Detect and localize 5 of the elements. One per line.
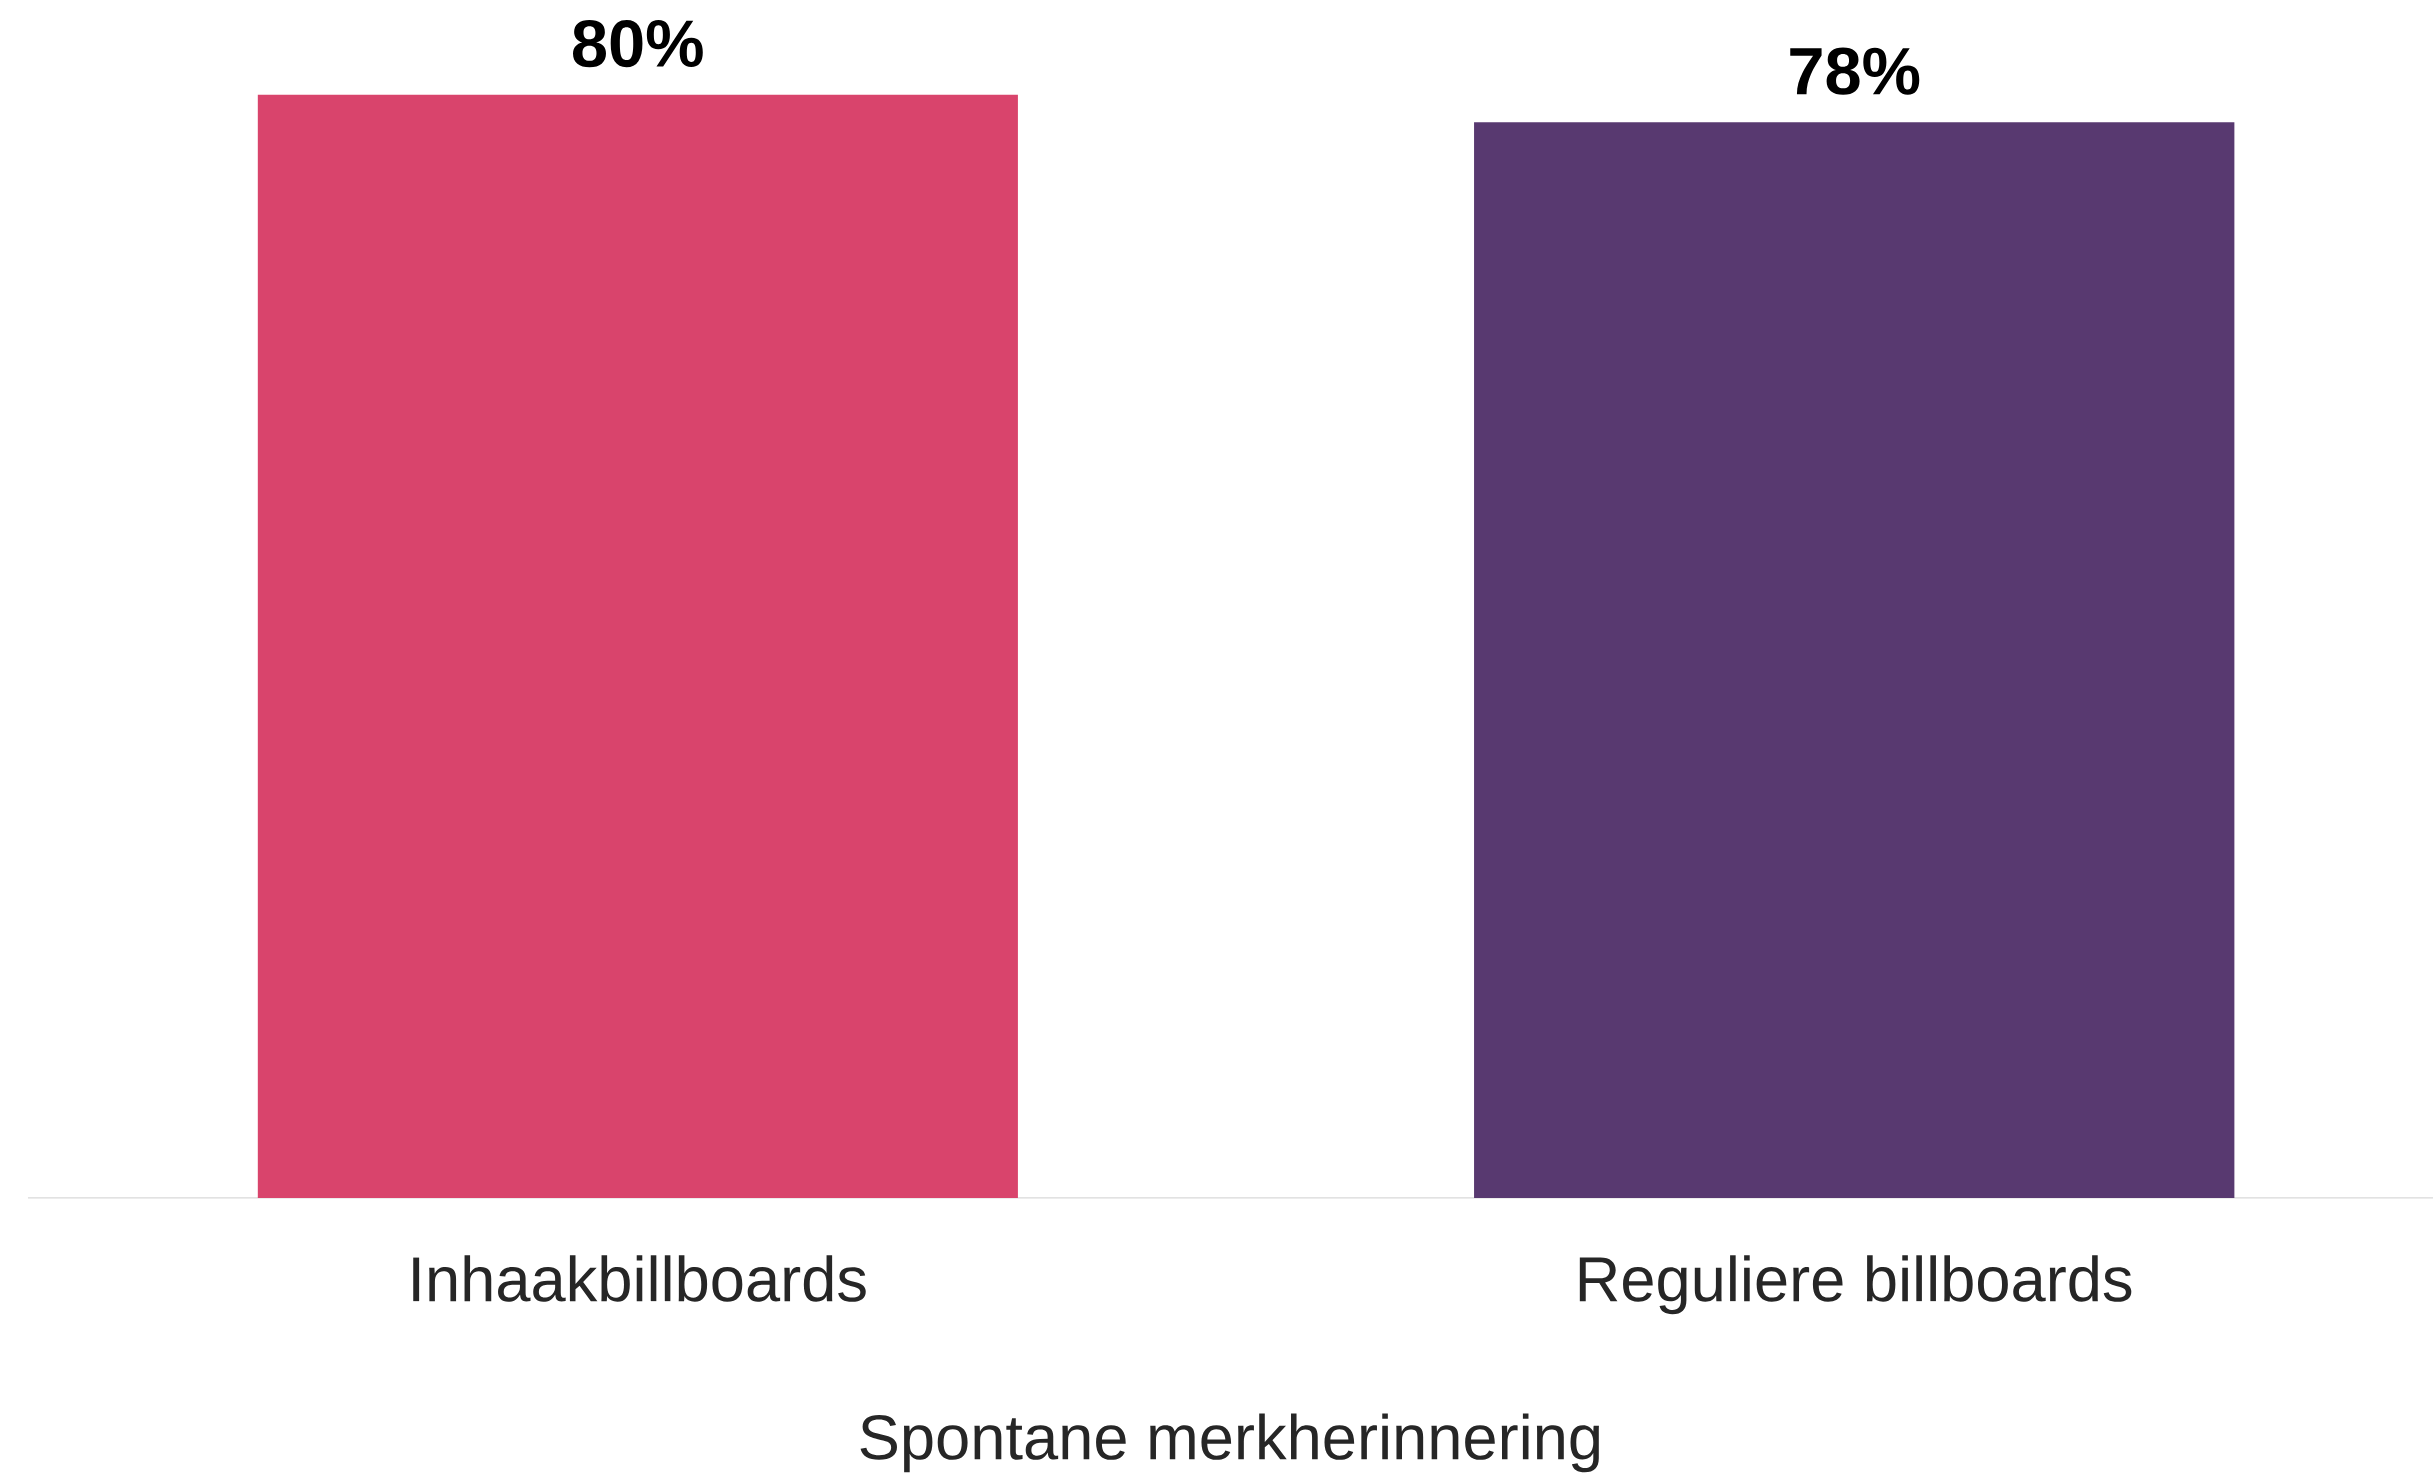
x-tick-label: Reguliere billboards (1579, 1255, 2132, 1315)
x-tick-label: Inhaakbillboards (413, 1255, 866, 1302)
data-label: 80% (573, 19, 703, 68)
data-label: 78% (1790, 47, 1920, 95)
x-axis-title: Spontane merkherinnering (860, 1413, 1599, 1473)
